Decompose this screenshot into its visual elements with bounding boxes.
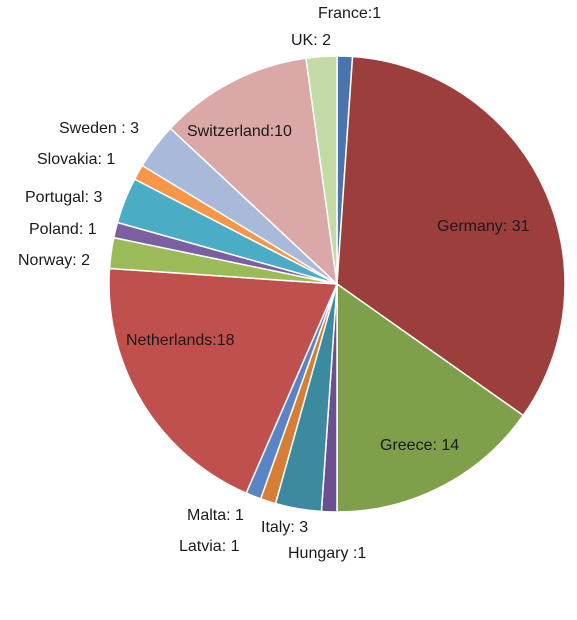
pie-labels: France:1 Germany: 31 Greece: 14 Hungary :1 I…: [18, 5, 530, 562]
pie-slice-switzerland: [169, 57, 339, 286]
data-label-poland: Poland: 1: [29, 221, 97, 238]
pie-slice-greece: [336, 282, 525, 513]
data-label-switzerland: Switzerland:10: [187, 123, 292, 140]
data-label-sweden: Sweden : 3: [59, 120, 139, 137]
data-label-malta: Malta: 1: [187, 507, 244, 524]
data-label-norway: Norway: 2: [18, 252, 90, 269]
pie-slice-germany: [336, 55, 566, 417]
data-label-portugal: Portugal: 3: [25, 189, 102, 206]
pie-slice-netherlands: [108, 267, 339, 495]
pie-slice-uk: [305, 55, 338, 285]
data-label-uk: UK: 2: [291, 32, 331, 49]
data-label-france: France:1: [318, 5, 381, 22]
pie-slices: [108, 55, 566, 513]
data-label-netherlands: Netherlands:18: [126, 332, 235, 349]
data-label-germany: Germany: 31: [437, 218, 530, 235]
data-label-greece: Greece: 14: [380, 437, 459, 454]
data-label-italy: Italy: 3: [261, 519, 308, 536]
data-label-hungary: Hungary :1: [288, 545, 366, 562]
data-label-slovakia: Slovakia: 1: [37, 151, 115, 168]
data-label-latvia: Latvia: 1: [179, 538, 240, 555]
